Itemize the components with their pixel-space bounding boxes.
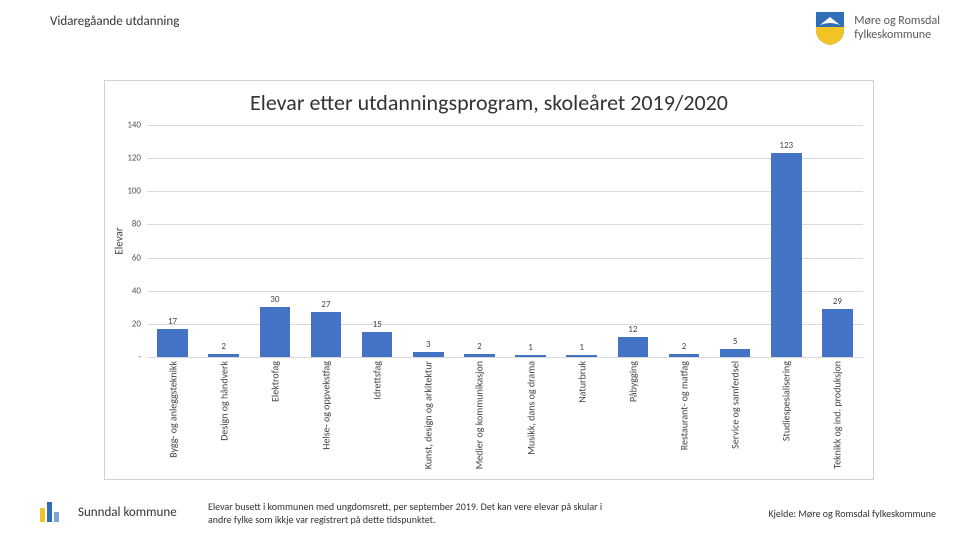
org-name: Møre og Romsdal fylkeskommune [854,14,940,43]
footer-bars-icon [40,502,59,522]
x-label-slot: Studiespesialisering [761,359,812,477]
x-tick-label: Idrettsfag [371,361,384,400]
x-label-slot: Elektrofag [249,359,300,477]
x-tick-label: Kunst, design og arkitektur [422,361,435,469]
x-label-slot: Teknikk og ind. produksjon [812,359,863,477]
bar [515,355,546,357]
page-breadcrumb: Vidaregåande utdanning [50,14,179,29]
bar-value-label: 15 [373,319,382,330]
bar-slot: 17 [147,125,198,357]
y-tick-label: 40 [132,285,147,296]
bar [566,355,597,357]
x-tick-label: Medier og kommunikasjon [473,361,486,469]
bar [208,354,239,357]
bar [618,337,649,357]
org-name-line1: Møre og Romsdal [854,14,940,28]
footer-icon-bar [40,508,45,522]
bar-slot: 2 [454,125,505,357]
x-label-slot: Idrettsfag [352,359,403,477]
bar-slot: 2 [198,125,249,357]
bar-chart: Elevar etter utdanningsprogram, skoleåre… [104,80,874,480]
x-tick-label: Studiespesialisering [780,361,793,441]
x-tick-label: Påbygging [626,361,639,402]
y-tick-label: 60 [132,252,147,263]
shield-icon [814,10,846,46]
org-name-line2: fylkeskommune [854,28,940,42]
x-tick-label: Musikk, dans og drama [524,361,537,455]
bar-value-label: 1 [528,342,533,353]
y-tick-label: - [138,352,147,363]
bar-slot: 1 [505,125,556,357]
bar [260,307,291,357]
bar-value-label: 1 [579,342,584,353]
bar [157,329,188,357]
x-label-slot: Medier og kommunikasjon [454,359,505,477]
bar-value-label: 29 [833,296,842,307]
footer-note: Elevar busett i kommunen med ungdomsrett… [208,501,608,526]
footer-icon-bar [54,512,59,522]
footer-kommune: Sunndal kommune [78,505,177,520]
x-tick-label: Design og håndverk [217,361,230,441]
bar-slot: 29 [812,125,863,357]
bar-slot: 123 [761,125,812,357]
x-label-slot: Påbygging [607,359,658,477]
bar-value-label: 30 [270,294,279,305]
y-axis-label: Elevar [113,227,126,254]
bar-value-label: 5 [733,336,738,347]
bars-group: 17 2 30 27 15 3 2 1 1 12 2 5 123 29 [147,125,863,357]
x-label-slot: Bygg- og anleggsteknikk [147,359,198,477]
bar-slot: 2 [658,125,709,357]
bar [822,309,853,357]
bar-value-label: 17 [168,316,177,327]
bar [669,354,700,357]
y-tick-label: 100 [127,186,147,197]
y-tick-label: 140 [127,120,147,131]
bar-value-label: 2 [682,341,687,352]
bar [362,332,393,357]
x-tick-label: Helse- og oppvekstfag [319,361,332,450]
y-tick-label: 80 [132,219,147,230]
bar-slot: 3 [403,125,454,357]
bar-value-label: 3 [426,339,431,350]
x-label-slot: Helse- og oppvekstfag [300,359,351,477]
y-tick-label: 120 [127,153,147,164]
x-tick-label: Bygg- og anleggsteknikk [166,361,179,458]
org-logo: Møre og Romsdal fylkeskommune [814,10,940,46]
bar [311,312,342,357]
gridline [147,357,863,358]
x-tick-label: Service og samferdsel [729,361,742,449]
bar [413,352,444,357]
bar [771,153,802,357]
bar-value-label: 123 [779,140,793,151]
bar-value-label: 12 [628,324,637,335]
footer-icon-bar [47,502,52,522]
x-label-slot: Design og håndverk [198,359,249,477]
bar-value-label: 27 [321,299,330,310]
bar-value-label: 2 [477,341,482,352]
bar-slot: 1 [556,125,607,357]
x-tick-label: Teknikk og ind. produksjon [831,361,844,469]
bar [464,354,495,357]
bar-slot: 27 [300,125,351,357]
chart-title: Elevar etter utdanningsprogram, skoleåre… [105,81,873,120]
bar-slot: 30 [249,125,300,357]
bar [720,349,751,357]
bar-slot: 5 [710,125,761,357]
bar-value-label: 2 [221,341,226,352]
x-tick-label: Naturbruk [575,361,588,403]
x-tick-label: Restaurant- og matfag [677,361,690,450]
x-label-slot: Service og samferdsel [710,359,761,477]
x-label-slot: Naturbruk [556,359,607,477]
x-label-slot: Musikk, dans og drama [505,359,556,477]
plot-area: Elevar -20406080100120140 17230271532111… [147,125,863,357]
bar-slot: 12 [607,125,658,357]
x-label-slot: Kunst, design og arkitektur [403,359,454,477]
y-tick-label: 20 [132,318,147,329]
x-axis-labels: Bygg- og anleggsteknikk Design og håndver… [147,359,863,477]
x-tick-label: Elektrofag [268,361,281,402]
footer-source: Kjelde: Møre og Romsdal fylkeskommune [768,507,936,520]
x-label-slot: Restaurant- og matfag [658,359,709,477]
bar-slot: 15 [352,125,403,357]
